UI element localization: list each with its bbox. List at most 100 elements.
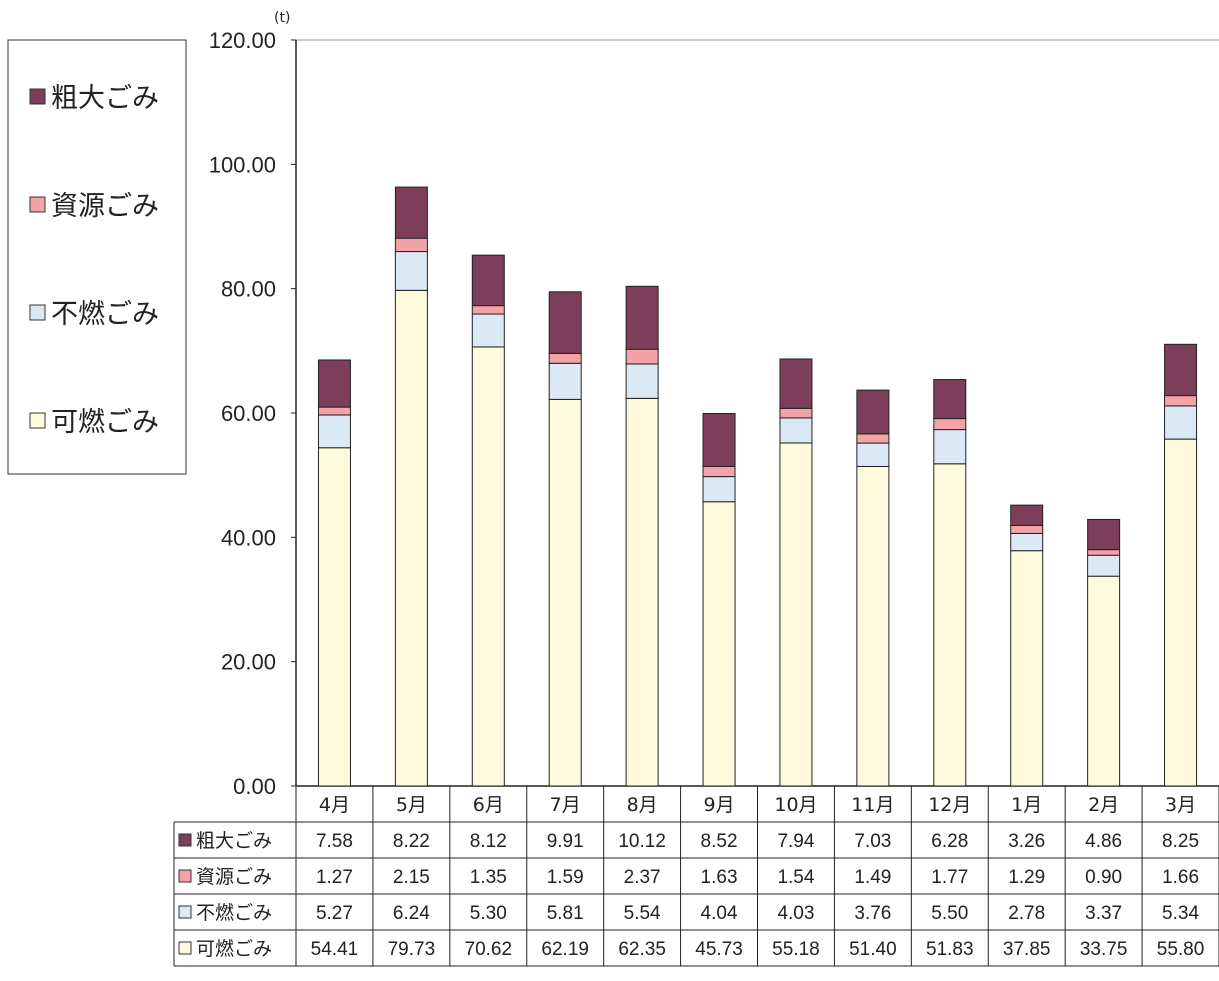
table-cell-可燃ごみ-6月: 70.62 xyxy=(465,939,513,960)
table-row-label: 不燃ごみ xyxy=(196,902,272,924)
table-cell-不燃ごみ-9月: 4.04 xyxy=(701,903,738,924)
table-row-swatch xyxy=(178,941,192,955)
table-cell-粗大ごみ-12月: 6.28 xyxy=(931,831,968,852)
table-cell-不燃ごみ-10月: 4.03 xyxy=(777,903,814,924)
y-tick-label: 80.00 xyxy=(221,277,276,302)
bar-不燃ごみ-9月 xyxy=(702,476,736,503)
y-axis: 0.00 20.00 40.00 60.00 80.00 100.00 120.00 xyxy=(209,28,296,799)
table-cell-粗大ごみ-8月: 10.12 xyxy=(618,831,666,852)
table-cell-不燃ごみ-12月: 5.50 xyxy=(931,903,968,924)
y-tick-label: 20.00 xyxy=(221,650,276,675)
bar-不燃ごみ-8月 xyxy=(625,363,659,399)
table-cell-粗大ごみ-11月: 7.03 xyxy=(854,831,891,852)
table-row-label: 可燃ごみ xyxy=(196,938,272,960)
category-label-3月: 3月 xyxy=(1165,794,1196,816)
category-label-10月: 10月 xyxy=(774,794,817,816)
table-cell-不燃ごみ-3月: 5.34 xyxy=(1162,903,1199,924)
table-cell-可燃ごみ-9月: 45.73 xyxy=(695,939,743,960)
table-cell-粗大ごみ-6月: 8.12 xyxy=(470,831,507,852)
table-cell-資源ごみ-2月: 0.90 xyxy=(1085,867,1122,888)
category-label-4月: 4月 xyxy=(319,794,350,816)
legend-box xyxy=(7,39,187,475)
bar-不燃ごみ-6月 xyxy=(471,313,505,348)
category-label-8月: 8月 xyxy=(627,794,658,816)
bar-不燃ごみ-1月 xyxy=(1010,532,1044,552)
bar-可燃ごみ-10月 xyxy=(779,442,813,787)
table-row-swatch xyxy=(178,833,192,847)
table-cell-粗大ごみ-1月: 3.26 xyxy=(1008,831,1045,852)
bar-資源ごみ-9月 xyxy=(702,465,736,478)
table-cell-可燃ごみ-8月: 62.35 xyxy=(618,939,666,960)
table-row-label: 資源ごみ xyxy=(196,866,272,888)
table-cell-資源ごみ-5月: 2.15 xyxy=(393,867,430,888)
bar-可燃ごみ-7月 xyxy=(548,398,582,787)
category-label-6月: 6月 xyxy=(473,794,504,816)
bar-資源ごみ-5月 xyxy=(394,237,428,253)
y-tick-label: 120.00 xyxy=(209,28,276,53)
bar-不燃ごみ-11月 xyxy=(856,442,890,467)
bar-粗大ごみ-3月 xyxy=(1164,343,1198,397)
bar-不燃ごみ-5月 xyxy=(394,251,428,291)
y-tick-label: 60.00 xyxy=(221,401,276,426)
table-cell-可燃ごみ-2月: 33.75 xyxy=(1080,939,1128,960)
table-cell-資源ごみ-7月: 1.59 xyxy=(547,867,584,888)
bars xyxy=(317,186,1198,787)
bar-可燃ごみ-6月 xyxy=(471,346,505,787)
category-label-2月: 2月 xyxy=(1088,794,1119,816)
legend-swatch-資源ごみ xyxy=(29,196,46,213)
table-cell-粗大ごみ-4月: 7.58 xyxy=(316,831,353,852)
category-label-7月: 7月 xyxy=(550,794,581,816)
table-cell-資源ごみ-1月: 1.29 xyxy=(1008,867,1045,888)
table-cell-可燃ごみ-12月: 51.83 xyxy=(926,939,974,960)
bar-資源ごみ-7月 xyxy=(548,352,582,364)
table-cell-資源ごみ-10月: 1.54 xyxy=(777,867,814,888)
table-cell-可燃ごみ-10月: 55.18 xyxy=(772,939,820,960)
category-label-9月: 9月 xyxy=(703,794,734,816)
bar-不燃ごみ-10月 xyxy=(779,417,813,444)
bar-資源ごみ-10月 xyxy=(779,407,813,419)
table-cell-資源ごみ-3月: 1.66 xyxy=(1162,867,1199,888)
y-tick-label: 40.00 xyxy=(221,525,276,550)
bar-可燃ごみ-1月 xyxy=(1010,550,1044,787)
bar-可燃ごみ-12月 xyxy=(933,463,967,787)
table-cell-粗大ごみ-10月: 7.94 xyxy=(777,831,814,852)
bar-不燃ごみ-2月 xyxy=(1087,554,1121,577)
bar-可燃ごみ-4月 xyxy=(317,447,351,787)
bar-資源ごみ-3月 xyxy=(1164,395,1198,407)
bar-不燃ごみ-12月 xyxy=(933,429,967,465)
table-cell-不燃ごみ-1月: 2.78 xyxy=(1008,903,1045,924)
legend-label-不燃ごみ: 不燃ごみ xyxy=(51,299,159,330)
table-cell-可燃ごみ-7月: 62.19 xyxy=(541,939,589,960)
plot-frame xyxy=(295,39,1219,787)
bar-資源ごみ-8月 xyxy=(625,348,659,365)
table-cell-不燃ごみ-11月: 3.76 xyxy=(854,903,891,924)
bar-粗大ごみ-5月 xyxy=(394,186,428,239)
table-row-label: 粗大ごみ xyxy=(196,830,272,852)
bar-粗大ごみ-2月 xyxy=(1087,518,1121,551)
table-cell-可燃ごみ-5月: 79.73 xyxy=(388,939,436,960)
table-cell-資源ごみ-8月: 2.37 xyxy=(624,867,661,888)
table-cell-可燃ごみ-4月: 54.41 xyxy=(311,939,359,960)
bar-粗大ごみ-6月 xyxy=(471,254,505,307)
table-cell-可燃ごみ-1月: 37.85 xyxy=(1003,939,1051,960)
bar-粗大ごみ-4月 xyxy=(317,359,351,408)
table-cell-不燃ごみ-2月: 3.37 xyxy=(1085,903,1122,924)
table-row-swatch xyxy=(178,869,192,883)
category-label-1月: 1月 xyxy=(1011,794,1042,816)
bar-資源ごみ-12月 xyxy=(933,418,967,431)
table-cell-粗大ごみ-9月: 8.52 xyxy=(701,831,738,852)
category-label-12月: 12月 xyxy=(928,794,971,816)
bar-資源ごみ-2月 xyxy=(1087,549,1121,556)
bar-可燃ごみ-5月 xyxy=(394,289,428,787)
bar-可燃ごみ-2月 xyxy=(1087,575,1121,787)
y-tick-label: 100.00 xyxy=(209,152,276,177)
legend-swatch-粗大ごみ xyxy=(29,88,46,105)
table-cell-粗大ごみ-5月: 8.22 xyxy=(393,831,430,852)
bar-可燃ごみ-8月 xyxy=(625,397,659,787)
table-cell-不燃ごみ-5月: 6.24 xyxy=(393,903,430,924)
table-cell-資源ごみ-11月: 1.49 xyxy=(854,867,891,888)
table-row-swatch xyxy=(178,905,192,919)
category-label-5月: 5月 xyxy=(396,794,427,816)
